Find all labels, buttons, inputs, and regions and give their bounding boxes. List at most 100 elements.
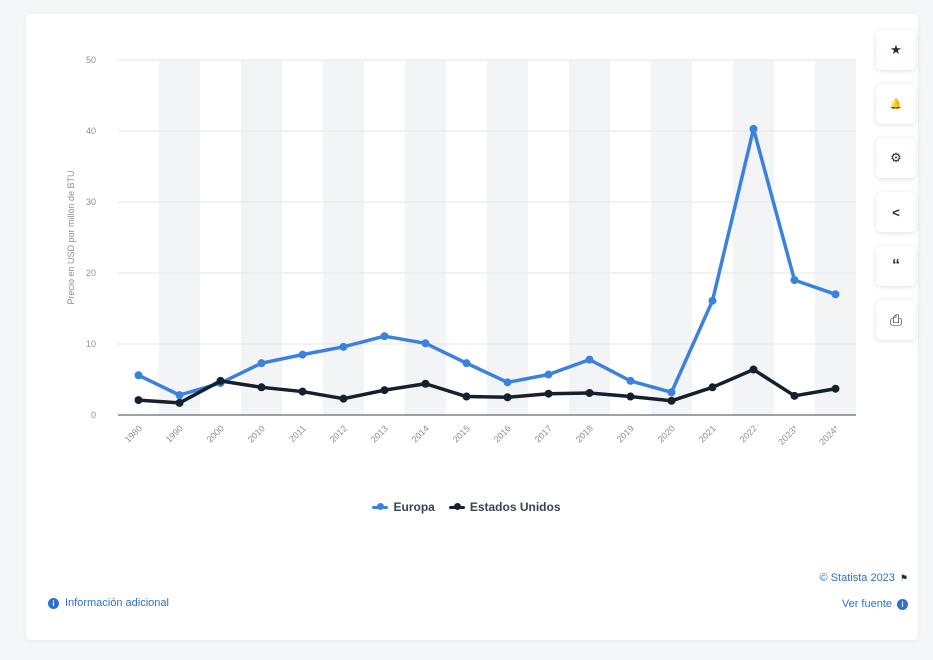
data-point bbox=[421, 379, 430, 388]
data-point bbox=[831, 290, 840, 299]
data-point bbox=[339, 394, 348, 403]
print-icon: ⎙ bbox=[889, 311, 902, 329]
share-icon: < bbox=[892, 204, 900, 220]
category-band bbox=[405, 60, 446, 415]
legend-label-estados-unidos: Estados Unidos bbox=[469, 500, 561, 514]
data-point bbox=[298, 350, 307, 359]
x-tick-label: 2021 bbox=[697, 423, 718, 444]
category-band bbox=[487, 60, 528, 415]
data-point bbox=[790, 391, 799, 400]
data-point bbox=[544, 370, 553, 379]
data-point bbox=[708, 296, 717, 305]
x-tick-label: 1980 bbox=[123, 423, 144, 444]
share-button[interactable]: < bbox=[876, 192, 916, 232]
print-button[interactable]: ⎙ bbox=[876, 300, 916, 340]
x-tick-label: 2019 bbox=[615, 423, 636, 444]
x-tick-label: 2015 bbox=[451, 423, 472, 444]
y-tick-label: 50 bbox=[86, 55, 96, 65]
x-tick-label: 2011 bbox=[287, 423, 308, 444]
cite-button[interactable]: “ bbox=[876, 246, 916, 286]
additional-info-label: Información adicional bbox=[65, 597, 169, 609]
x-tick-label: 2024* bbox=[817, 423, 841, 447]
data-point bbox=[503, 378, 512, 387]
source-info-icon: i bbox=[897, 598, 908, 610]
star-icon: ★ bbox=[890, 42, 902, 57]
data-point bbox=[380, 386, 389, 395]
settings-button[interactable]: ⚙ bbox=[876, 138, 916, 178]
data-point bbox=[626, 376, 635, 385]
legend-label-europa: Europa bbox=[393, 500, 435, 514]
data-point bbox=[257, 359, 266, 368]
y-tick-label: 20 bbox=[86, 268, 96, 278]
legend-swatch-estados-unidos bbox=[448, 503, 465, 510]
data-point bbox=[790, 276, 799, 285]
data-point bbox=[667, 396, 676, 405]
copyright-text: © Statista 2023 bbox=[819, 572, 895, 584]
data-point bbox=[257, 383, 266, 392]
series-line-estados-unidos bbox=[136, 367, 838, 405]
data-point bbox=[462, 359, 471, 368]
flag-icon: ⚑ bbox=[899, 572, 908, 583]
gear-icon: ⚙ bbox=[890, 150, 902, 165]
x-tick-label: 2023* bbox=[776, 423, 800, 447]
category-band bbox=[815, 60, 856, 415]
category-band bbox=[733, 60, 774, 415]
data-point bbox=[134, 396, 143, 405]
x-tick-label: 2013 bbox=[369, 423, 390, 444]
favorite-button[interactable]: ★ bbox=[876, 30, 916, 70]
y-axis-label: Precio en USD por millón de BTU bbox=[66, 170, 76, 304]
x-tick-label: 2014 bbox=[410, 423, 431, 444]
data-point bbox=[503, 393, 512, 402]
additional-info-link[interactable]: i Información adicional bbox=[48, 597, 169, 609]
data-point bbox=[749, 124, 758, 133]
quote-icon: “ bbox=[892, 257, 900, 274]
data-point bbox=[831, 384, 840, 393]
source-link[interactable]: Ver fuente i bbox=[820, 598, 908, 610]
data-point bbox=[585, 388, 594, 397]
data-point bbox=[339, 342, 348, 351]
x-tick-label: 2012 bbox=[328, 423, 349, 444]
x-tick-label: 2000 bbox=[205, 423, 226, 444]
x-tick-label: 2020 bbox=[656, 423, 677, 444]
chart-legend: Europa Estados Unidos bbox=[0, 500, 933, 514]
series-line-europa bbox=[136, 127, 838, 397]
category-band bbox=[323, 60, 364, 415]
data-point bbox=[175, 398, 184, 407]
data-point bbox=[667, 388, 676, 397]
x-tick-label: 2022 bbox=[738, 423, 759, 444]
data-point bbox=[216, 376, 225, 385]
category-band bbox=[241, 60, 282, 415]
copyright-link[interactable]: © Statista 2023 ⚑ bbox=[820, 572, 908, 584]
notification-button[interactable]: 🔔 bbox=[876, 84, 916, 124]
x-tick-label: 1990 bbox=[164, 423, 185, 444]
y-tick-label: 30 bbox=[86, 197, 96, 207]
legend-item-estados-unidos[interactable]: Estados Unidos bbox=[448, 500, 561, 514]
y-tick-label: 10 bbox=[86, 339, 96, 349]
data-point bbox=[462, 392, 471, 401]
data-point bbox=[749, 365, 758, 374]
category-band bbox=[159, 60, 200, 415]
data-point bbox=[544, 389, 553, 398]
x-tick-label: 2018 bbox=[574, 423, 595, 444]
category-band bbox=[651, 60, 692, 415]
data-point bbox=[380, 332, 389, 341]
data-point bbox=[134, 371, 143, 380]
x-tick-label: 2017 bbox=[533, 423, 554, 444]
y-tick-label: 40 bbox=[86, 126, 96, 136]
x-tick-label: 2016 bbox=[492, 423, 513, 444]
data-point bbox=[298, 387, 307, 396]
data-point bbox=[175, 391, 184, 400]
bell-icon: 🔔 bbox=[889, 98, 903, 110]
source-label: Ver fuente bbox=[841, 598, 892, 610]
legend-item-europa[interactable]: Europa bbox=[372, 500, 435, 514]
info-icon: i bbox=[48, 597, 59, 609]
y-tick-label: 0 bbox=[91, 410, 96, 420]
data-point bbox=[626, 392, 635, 401]
data-point bbox=[585, 355, 594, 364]
footer-right: © Statista 2023 ⚑ Ver fuente i bbox=[820, 572, 908, 624]
legend-swatch-europa bbox=[372, 503, 389, 510]
data-point bbox=[421, 339, 430, 348]
chart-toolbar: ★ 🔔 ⚙ < “ ⎙ bbox=[876, 30, 918, 354]
data-point bbox=[708, 383, 717, 392]
